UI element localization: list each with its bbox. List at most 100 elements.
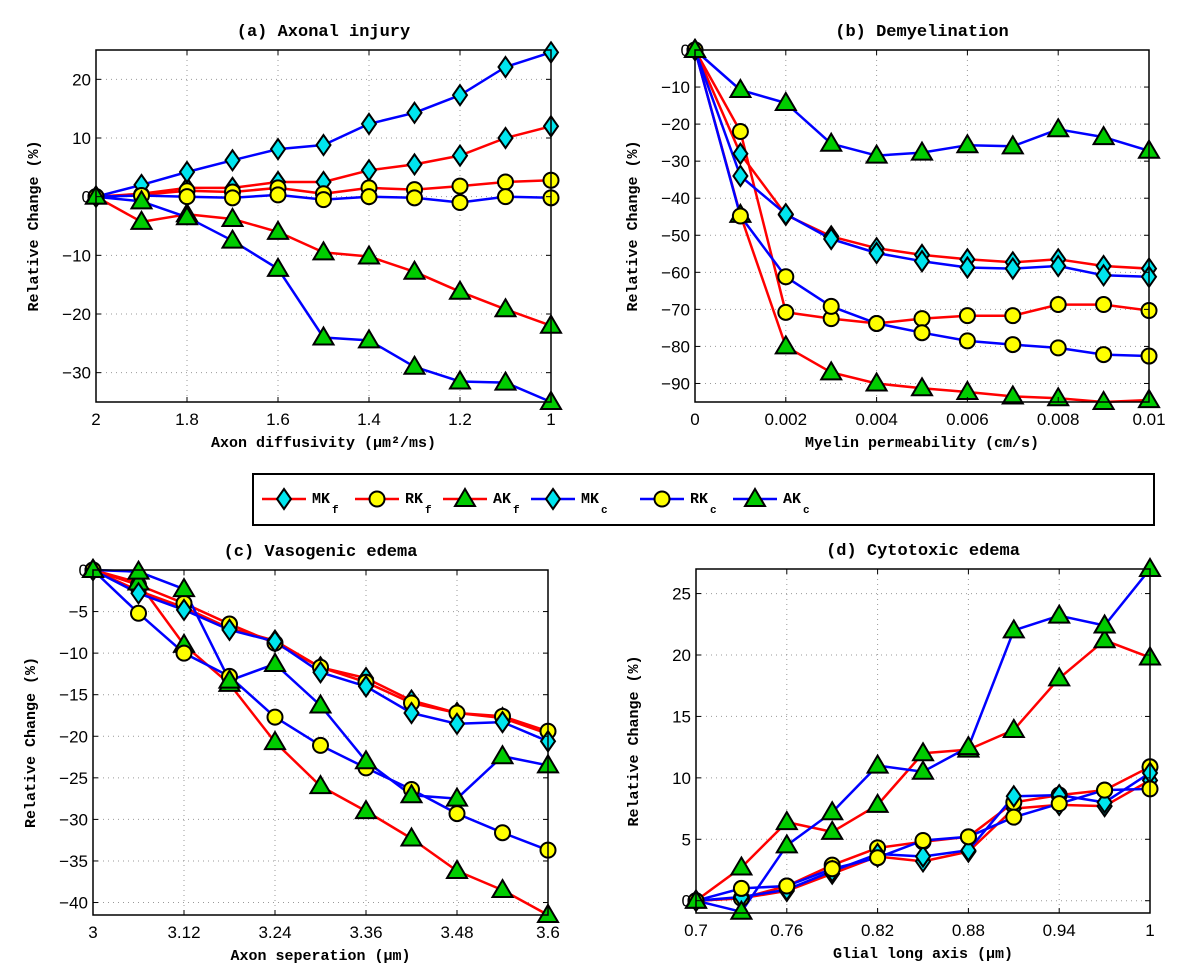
- x-tick-label: 0.006: [946, 410, 989, 429]
- data-point-AKf: [1002, 717, 1026, 738]
- data-point-AKc: [820, 800, 844, 821]
- data-point-RKc: [777, 268, 795, 286]
- x-tick-label: 0.7: [684, 921, 708, 940]
- x-tick-label: 3.12: [167, 923, 200, 942]
- data-point-MKc: [175, 598, 193, 622]
- data-point-AKc: [490, 744, 515, 765]
- legend-subscript: f: [425, 505, 432, 517]
- data-point-RKf: [1095, 296, 1113, 314]
- y-tick-label: −30: [59, 810, 88, 829]
- data-point-MKc: [960, 838, 977, 863]
- series-markers-AKf: [84, 184, 563, 334]
- data-point-AKf: [266, 219, 290, 240]
- series-group: [684, 557, 1162, 920]
- data-point-AKf: [1001, 384, 1025, 405]
- legend-marker-diamond: [544, 487, 562, 511]
- y-axis-label: Relative Change (%): [625, 140, 642, 311]
- y-tick-label: −10: [661, 78, 690, 97]
- data-point-AKf: [1091, 390, 1116, 410]
- data-point-AKf: [865, 792, 890, 813]
- series-markers-AKc: [84, 184, 563, 410]
- data-point-MKc: [266, 629, 284, 654]
- series-group: [81, 558, 560, 923]
- data-point-RKc: [869, 849, 887, 867]
- y-tick-label: −30: [62, 364, 91, 383]
- data-point-AKc: [911, 759, 935, 780]
- series-line-AKc: [92, 568, 549, 800]
- data-point-MKc: [357, 674, 375, 699]
- data-point-AKc: [910, 140, 934, 161]
- grid: [96, 50, 551, 402]
- data-point-RKf: [777, 303, 795, 321]
- x-tick-label: 1: [546, 410, 555, 429]
- y-tick-label: −10: [62, 246, 91, 265]
- data-point-AKf: [493, 297, 518, 318]
- axes-frame: [92, 569, 549, 916]
- x-tick-label: 0.82: [861, 921, 894, 940]
- data-point-RKc: [266, 708, 284, 726]
- data-point-MKc: [1095, 263, 1112, 288]
- data-point-MKc: [269, 137, 287, 161]
- x-tick-label: 3: [88, 923, 97, 942]
- data-point-RKc: [1050, 795, 1068, 813]
- y-tick-label: −30: [661, 152, 690, 171]
- chart-title: (c) Vasogenic edema: [224, 543, 418, 562]
- x-tick-label: 1.8: [175, 410, 199, 429]
- series-markers-AKc: [81, 558, 560, 807]
- grid: [93, 570, 548, 915]
- data-point-MKc: [178, 160, 196, 184]
- y-tick-label: 0: [681, 41, 690, 60]
- legend-entry-MKf: MKf: [262, 487, 339, 517]
- data-point-AKc: [1091, 125, 1116, 146]
- data-point-AKc: [220, 228, 245, 249]
- y-tick-label: −5: [69, 603, 88, 622]
- chart-panel-a: 2 1.8 1.6 1.4 1.2 1 −30 −20 −10 0 10 20 (a) Axonal i…: [26, 23, 563, 452]
- data-point-AKf: [819, 360, 843, 381]
- data-point-MKc: [451, 83, 469, 107]
- data-point-RKc: [732, 879, 750, 897]
- series-markers-AKc: [683, 38, 1161, 164]
- y-tick-label: −70: [661, 300, 690, 319]
- x-tick-label: 0.008: [1037, 410, 1080, 429]
- axes-frame: [695, 568, 1151, 914]
- data-point-AKf: [1092, 628, 1117, 649]
- x-axis-label: Myelin permeability (cm/s): [805, 435, 1039, 452]
- x-tick-label: 0: [690, 410, 699, 429]
- data-point-RKc: [914, 832, 932, 850]
- data-point-RKc: [959, 828, 977, 846]
- data-point-AKc: [217, 668, 242, 689]
- x-axis-label: Axon diffusivity (μm²/ms): [211, 435, 436, 452]
- data-point-AKc: [864, 143, 889, 164]
- data-point-AKc: [1002, 618, 1026, 639]
- y-tick-label: −60: [661, 263, 690, 282]
- data-point-MKc: [406, 101, 423, 125]
- data-point-RKc: [958, 332, 976, 350]
- chart-title: (d) Cytotoxic edema: [826, 542, 1020, 561]
- axes-frame: [694, 49, 1150, 403]
- legend-entry-AKf: AKf: [443, 487, 520, 517]
- data-point-MKc: [221, 618, 238, 642]
- legend-marker-triangle: [453, 487, 477, 507]
- data-point-MKc: [224, 148, 241, 173]
- y-tick-label: −20: [661, 115, 690, 134]
- x-tick-label: 3.48: [440, 923, 473, 942]
- data-point-AKf: [445, 858, 469, 879]
- data-point-MKc: [494, 710, 511, 734]
- data-point-AKc: [728, 78, 753, 99]
- data-point-AKf: [1046, 386, 1070, 407]
- x-tick-label: 0.01: [1132, 410, 1165, 429]
- series-line-AKc: [694, 49, 1150, 157]
- data-point-AKf: [263, 730, 287, 751]
- y-tick-label: −20: [62, 305, 91, 324]
- data-point-MKc: [1049, 254, 1067, 278]
- data-point-MKf: [406, 152, 423, 177]
- y-tick-label: 15: [672, 707, 691, 726]
- data-point-AKc: [399, 783, 424, 804]
- data-point-AKc: [1001, 134, 1025, 155]
- x-axis-label: Axon seperation (μm): [230, 948, 410, 965]
- legend-entry-RKf: RKf: [355, 490, 432, 517]
- data-point-AKc: [955, 133, 980, 154]
- chart-title: (a) Axonal injury: [237, 23, 410, 42]
